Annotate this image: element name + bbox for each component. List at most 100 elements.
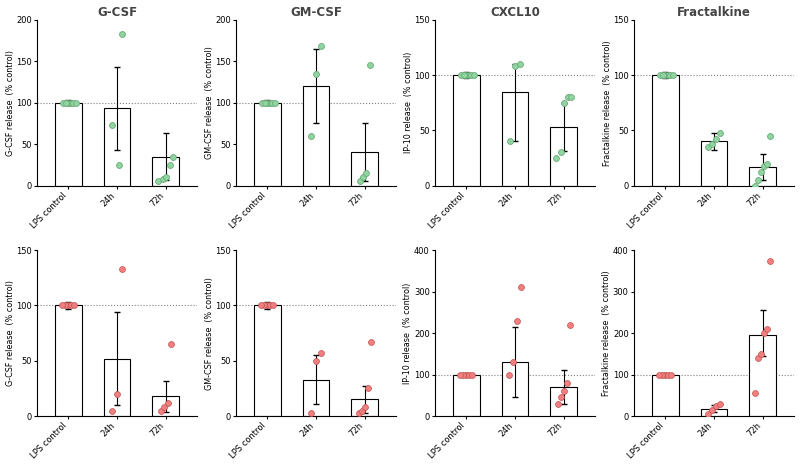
Bar bbox=[152, 157, 179, 185]
Y-axis label: Fractalkine release  (% control): Fractalkine release (% control) bbox=[602, 270, 611, 396]
Point bbox=[264, 302, 277, 309]
Point bbox=[113, 161, 126, 169]
Point bbox=[702, 410, 714, 418]
Point bbox=[68, 302, 81, 309]
Bar bbox=[302, 86, 330, 185]
Bar bbox=[351, 152, 378, 185]
Bar bbox=[254, 103, 281, 185]
Point bbox=[550, 154, 563, 162]
Point bbox=[506, 358, 519, 366]
Point bbox=[504, 137, 517, 145]
Point bbox=[714, 400, 726, 407]
Bar bbox=[104, 109, 130, 185]
Point bbox=[59, 99, 72, 106]
Point bbox=[656, 71, 669, 79]
Point bbox=[258, 302, 270, 309]
Point bbox=[115, 265, 128, 273]
Bar bbox=[351, 399, 378, 416]
Point bbox=[755, 169, 768, 176]
Point bbox=[558, 387, 570, 395]
Point bbox=[558, 99, 570, 106]
Point bbox=[62, 99, 74, 106]
Point bbox=[659, 371, 672, 378]
Point bbox=[554, 394, 567, 401]
Point bbox=[258, 99, 271, 106]
Point bbox=[360, 170, 373, 177]
Bar bbox=[550, 127, 577, 185]
Point bbox=[565, 93, 578, 101]
Title: Fractalkine: Fractalkine bbox=[677, 6, 751, 19]
Point bbox=[758, 162, 770, 170]
Point bbox=[458, 71, 470, 79]
Point bbox=[106, 121, 118, 129]
Bar bbox=[302, 380, 330, 416]
Point bbox=[563, 321, 576, 329]
Point bbox=[761, 325, 774, 333]
Y-axis label: GM-CSF release  (% control): GM-CSF release (% control) bbox=[205, 46, 214, 159]
Point bbox=[357, 174, 370, 181]
Point bbox=[666, 71, 679, 79]
Point bbox=[62, 302, 74, 309]
Point bbox=[362, 385, 374, 392]
Point bbox=[314, 350, 327, 357]
Point bbox=[157, 175, 170, 183]
Point bbox=[305, 409, 318, 417]
Point bbox=[758, 329, 770, 337]
Point bbox=[69, 99, 82, 106]
Point bbox=[354, 178, 366, 185]
Title: GM-CSF: GM-CSF bbox=[290, 6, 342, 19]
Bar bbox=[701, 141, 727, 185]
Bar bbox=[152, 396, 179, 416]
Point bbox=[59, 302, 72, 309]
Point bbox=[166, 153, 179, 160]
Point bbox=[266, 302, 279, 309]
Point bbox=[310, 70, 322, 77]
Point bbox=[256, 99, 269, 106]
Y-axis label: G-CSF release  (% control): G-CSF release (% control) bbox=[6, 280, 14, 386]
Bar bbox=[55, 103, 82, 185]
Point bbox=[158, 404, 170, 411]
Point bbox=[164, 341, 177, 348]
Point bbox=[659, 71, 672, 79]
Point bbox=[706, 406, 718, 414]
Point bbox=[460, 71, 473, 79]
Point bbox=[466, 371, 478, 378]
Bar bbox=[453, 375, 480, 416]
Point bbox=[162, 399, 174, 406]
Point bbox=[154, 407, 167, 414]
Bar bbox=[453, 75, 480, 185]
Bar bbox=[104, 358, 130, 416]
Point bbox=[710, 402, 722, 410]
Point bbox=[115, 30, 128, 38]
Point bbox=[662, 371, 674, 378]
Bar bbox=[550, 387, 577, 416]
Bar bbox=[750, 335, 776, 416]
Point bbox=[310, 357, 322, 364]
Bar bbox=[254, 306, 281, 416]
Y-axis label: G-CSF release  (% control): G-CSF release (% control) bbox=[6, 50, 14, 156]
Y-axis label: GM-CSF release  (% control): GM-CSF release (% control) bbox=[205, 277, 214, 390]
Point bbox=[752, 176, 765, 184]
Point bbox=[755, 350, 768, 357]
Point bbox=[749, 182, 762, 189]
Point bbox=[454, 371, 466, 378]
Title: CXCL10: CXCL10 bbox=[490, 6, 540, 19]
Point bbox=[261, 302, 274, 309]
Point bbox=[551, 400, 564, 407]
Bar bbox=[502, 362, 529, 416]
Point bbox=[460, 371, 473, 378]
Point bbox=[363, 62, 376, 69]
Point bbox=[457, 371, 470, 378]
Point bbox=[653, 371, 666, 378]
Point bbox=[656, 371, 669, 378]
Point bbox=[106, 407, 118, 414]
Y-axis label: Fractalkine release  (% control): Fractalkine release (% control) bbox=[602, 40, 611, 165]
Y-axis label: IP-10 release  (% control): IP-10 release (% control) bbox=[403, 52, 413, 153]
Point bbox=[355, 407, 368, 414]
Point bbox=[358, 404, 371, 411]
Point bbox=[364, 338, 377, 346]
Point bbox=[761, 160, 774, 167]
Point bbox=[64, 99, 77, 106]
Point bbox=[266, 99, 278, 106]
Point bbox=[562, 93, 574, 101]
